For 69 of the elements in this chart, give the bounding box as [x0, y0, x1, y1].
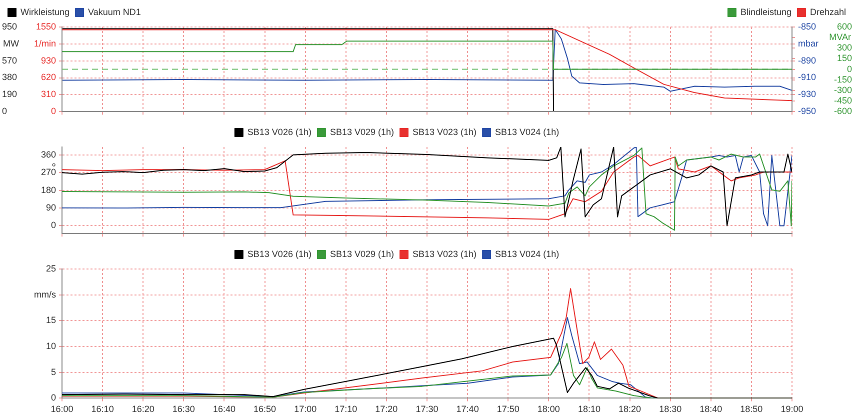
y-tick-label: 180: [40, 184, 56, 195]
y2-tick-label: -600: [834, 106, 852, 116]
legend-label: Drehzahl: [810, 6, 846, 17]
legend-label: Vakuum ND1: [88, 6, 141, 17]
legend-label: SB13 V026 (1h): [247, 126, 312, 137]
y-tick-label: 0: [50, 220, 56, 230]
legend-label: SB13 V024 (1h): [495, 126, 560, 137]
y2-tick-label: -910: [798, 72, 816, 82]
y2-tick-label: 300: [836, 42, 852, 53]
y-tick-label: 190: [2, 89, 18, 100]
y-tick-label: 0: [50, 392, 56, 403]
y2-tick-label: -450: [834, 96, 852, 106]
y-tick-label: 0: [2, 106, 8, 116]
y-tick-label: 1550: [36, 21, 56, 32]
x-tick-label: 17:40: [456, 404, 479, 414]
x-tick-label: 18:10: [578, 404, 600, 414]
x-tick-label: 16:30: [172, 404, 195, 414]
y-tick-label: 270: [40, 167, 56, 178]
x-tick-label: 17:10: [334, 404, 358, 414]
y2-axis-title: mbar: [798, 38, 819, 48]
x-tick-label: 16:40: [212, 404, 236, 414]
y-tick-label: 360: [40, 149, 56, 160]
x-tick-label: 16:00: [50, 404, 74, 414]
legend-label: SB13 V023 (1h): [412, 126, 477, 137]
y-tick-label: 10: [46, 341, 56, 352]
y2-tick-label: -850: [798, 21, 816, 32]
x-tick-label: 17:50: [496, 404, 520, 414]
legend-label: Blindleistung: [740, 6, 792, 17]
y2-tick-label: -150: [834, 74, 852, 84]
legend-label: Wirkleistung: [20, 6, 70, 17]
y-tick-label: 620: [40, 72, 56, 82]
x-tick-label: 18:40: [700, 404, 722, 414]
x-tick-label: 16:20: [132, 404, 154, 414]
legend-label: SB13 V026 (1h): [247, 248, 312, 259]
y-tick-label: 930: [40, 55, 56, 66]
x-tick-label: 16:50: [254, 404, 276, 414]
y-tick-label: 0: [50, 106, 56, 116]
y-tick-label: 380: [2, 72, 18, 82]
y2-tick-label: -890: [798, 55, 816, 66]
y2-tick-label: -300: [834, 84, 852, 95]
x-tick-label: 17:00: [294, 404, 317, 414]
y-tick-label: 90: [46, 202, 56, 212]
x-tick-label: 17:20: [375, 404, 398, 414]
y2-tick-label: 150: [836, 53, 852, 64]
y-tick-label: 950: [2, 21, 18, 32]
x-tick-label: 16:10: [91, 404, 114, 414]
y-tick-label: 15: [46, 315, 56, 326]
legend-label: SB13 V029 (1h): [330, 126, 394, 137]
legend-label: SB13 V023 (1h): [412, 248, 477, 259]
y-axis-title: 1/min: [34, 38, 56, 48]
y2-axis-title: MVAr: [829, 32, 851, 42]
x-tick-label: 18:50: [740, 404, 763, 414]
y-axis-title: mm/s: [34, 289, 56, 300]
y-tick-label: 570: [2, 55, 18, 66]
y2-tick-label: -950: [798, 106, 816, 116]
y2-tick-label: 600: [836, 21, 852, 32]
x-tick-label: 19:00: [780, 404, 804, 414]
y2-tick-label: -930: [798, 89, 816, 100]
y-tick-label: 25: [46, 263, 56, 274]
y-tick-label: 5: [50, 366, 56, 377]
x-tick-label: 17:30: [416, 404, 438, 414]
x-tick-label: 18:20: [618, 404, 642, 414]
legend-label: SB13 V024 (1h): [495, 248, 560, 259]
x-tick-label: 18:00: [537, 404, 560, 414]
legend-label: SB13 V029 (1h): [330, 248, 394, 259]
y-axis-title: MW: [3, 38, 20, 48]
x-tick-label: 18:30: [659, 404, 682, 414]
y-tick-label: 310: [40, 89, 56, 100]
y2-tick-label: 0: [846, 64, 852, 74]
